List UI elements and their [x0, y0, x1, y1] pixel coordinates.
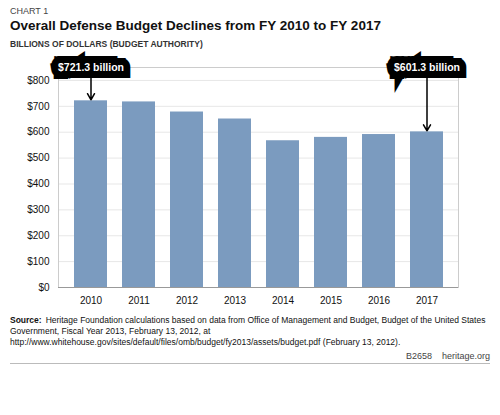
svg-text:2012: 2012 [176, 295, 199, 306]
svg-text:$721.3 billion: $721.3 billion [58, 61, 124, 73]
svg-text:$500: $500 [27, 152, 50, 163]
html-text:B2658 heritage.org: B2658 heritage.org [405, 351, 490, 361]
html-text:CHART 1: CHART 1 [10, 6, 49, 16]
svg-text:$800: $800 [27, 75, 50, 86]
svg-text:$600: $600 [27, 126, 50, 137]
svg-text:$200: $200 [27, 230, 50, 241]
html-text:Overall Defense Budget Decline: Overall Defense Budget Declines from FY … [10, 18, 381, 33]
html-text:Source: Heritage Foundation ca: Source: Heritage Foundation calculations… [10, 315, 486, 347]
svg-text:2015: 2015 [320, 295, 343, 306]
svg-text:2011: 2011 [128, 295, 150, 306]
svg-text:2016: 2016 [368, 295, 391, 306]
svg-text:2017: 2017 [416, 295, 439, 306]
svg-text:2010: 2010 [80, 295, 103, 306]
svg-text:$100: $100 [27, 256, 50, 267]
svg-text:$0: $0 [38, 282, 50, 293]
svg-text:$300: $300 [27, 204, 50, 215]
html-text:BILLIONS OF DOLLARS (BUDGET AU: BILLIONS OF DOLLARS (BUDGET AUTHORITY) [10, 39, 203, 49]
svg-text:2013: 2013 [224, 295, 247, 306]
svg-text:$601.3 billion: $601.3 billion [394, 61, 460, 73]
svg-text:$700: $700 [27, 101, 50, 112]
svg-text:$400: $400 [27, 178, 50, 189]
svg-text:2014: 2014 [272, 295, 295, 306]
